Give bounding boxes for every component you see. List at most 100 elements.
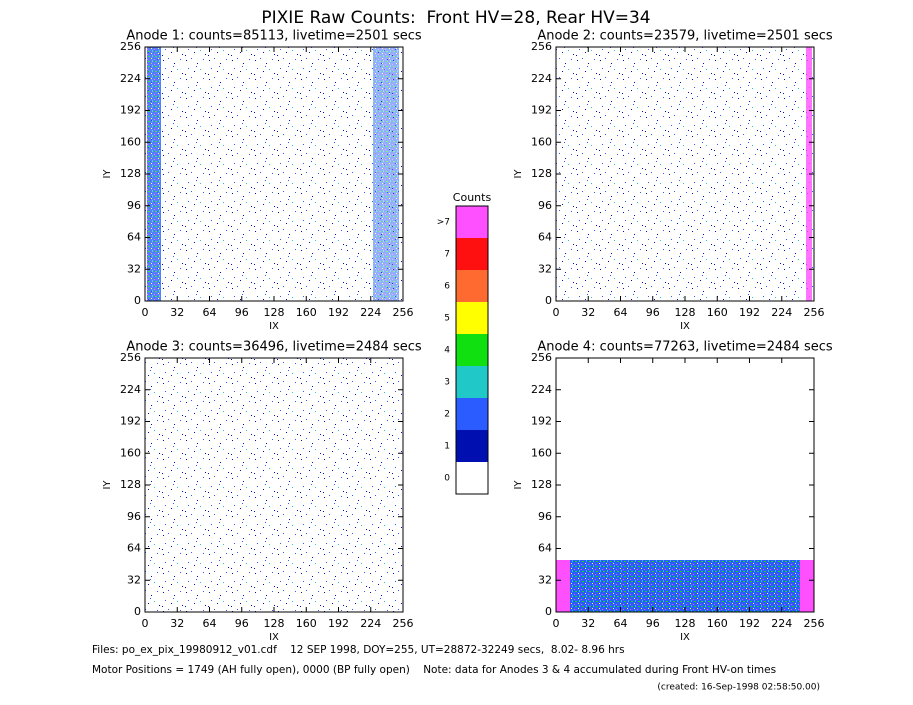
x-tick-label: 128 [264,306,285,319]
colorbar-swatch [456,462,488,494]
x-tick-label: 224 [360,306,381,319]
x-tick-label: 192 [739,306,760,319]
colorbar-swatch [456,398,488,430]
y-tick-label: 192 [120,415,141,428]
y-tick-label: 256 [531,40,552,53]
hot-edge [556,560,570,612]
x-tick-label: 0 [553,617,560,630]
y-tick-label: 96 [538,199,552,212]
y-tick-label: 64 [538,231,552,244]
y-tick-label: 224 [120,72,141,85]
x-tick-label: 96 [235,617,249,630]
y-tick-label: 32 [538,262,552,275]
y-tick-label: 32 [127,262,141,275]
colorbar-swatch [456,206,488,238]
x-tick-label: 32 [581,306,595,319]
x-tick-label: 256 [804,306,825,319]
y-tick-label: 160 [120,135,141,148]
x-tick-label: 224 [771,306,792,319]
y-tick-label: 0 [134,605,141,618]
hot-band [556,560,814,612]
colorbar-swatch [456,238,488,270]
plot-area [556,47,814,301]
y-tick-label: 224 [531,383,552,396]
x-axis-label: IX [269,321,279,332]
colorbar-label: 6 [444,282,450,292]
y-tick-label: 96 [538,510,552,523]
colorbar-label: 5 [444,314,450,324]
y-tick-label: 224 [531,72,552,85]
x-tick-label: 160 [296,617,317,630]
x-tick-label: 96 [235,306,249,319]
x-tick-label: 32 [170,306,184,319]
x-tick-label: 128 [264,617,285,630]
footer-files: Files: po_ex_pix_19980912_v01.cdf 12 SEP… [92,644,625,656]
y-tick-label: 224 [120,383,141,396]
colorbar: Counts 0 1 2 3 4 5 6 7 >7 [437,191,491,495]
y-tick-label: 128 [531,167,552,180]
y-axis-label: IY [513,480,524,490]
x-tick-label: 96 [646,617,660,630]
panel-title: Anode 3: counts=36496, livetime=2484 sec… [126,340,422,355]
footer-motor: Motor Positions = 1749 (AH fully open), … [92,664,776,676]
y-tick-label: 192 [531,415,552,428]
y-tick-label: 256 [531,351,552,364]
colorbar-frame [455,205,489,495]
x-tick-label: 192 [739,617,760,630]
y-tick-label: 192 [120,104,141,117]
y-tick-label: 256 [120,351,141,364]
x-tick-label: 160 [296,306,317,319]
y-tick-label: 96 [127,199,141,212]
colorbar-label: >7 [437,218,450,228]
plot-area [145,47,403,301]
y-tick-label: 160 [531,135,552,148]
y-tick-label: 96 [127,510,141,523]
x-tick-label: 96 [646,306,660,319]
x-tick-label: 64 [614,617,628,630]
x-tick-label: 160 [707,617,728,630]
x-tick-label: 0 [142,306,149,319]
footer-created: (created: 16-Sep-1998 02:58:50.00) [657,683,820,693]
y-tick-label: 128 [531,478,552,491]
y-tick-label: 0 [545,605,552,618]
colorbar-label: 7 [444,250,450,260]
y-axis-label: IY [102,169,113,179]
y-tick-label: 64 [127,231,141,244]
y-tick-label: 0 [134,294,141,307]
x-tick-label: 224 [771,617,792,630]
x-tick-label: 256 [804,617,825,630]
x-tick-label: 0 [553,306,560,319]
colorbar-label: 4 [444,346,450,356]
y-tick-label: 160 [531,446,552,459]
y-axis-label: IY [102,480,113,490]
panel-title: Anode 1: counts=85113, livetime=2501 sec… [126,29,422,44]
x-tick-label: 256 [393,617,414,630]
x-tick-label: 160 [707,306,728,319]
x-tick-label: 64 [614,306,628,319]
y-tick-label: 64 [538,542,552,555]
x-tick-label: 128 [675,306,696,319]
y-axis-label: IY [513,169,524,179]
x-tick-label: 192 [328,617,349,630]
panel-title: Anode 4: counts=77263, livetime=2484 sec… [537,340,833,355]
y-tick-label: 256 [120,40,141,53]
colorbar-swatch [456,430,488,462]
y-tick-label: 128 [120,167,141,180]
colorbar-swatch [456,302,488,334]
panel-title: Anode 2: counts=23579, livetime=2501 sec… [537,29,833,44]
colorbar-swatch [456,366,488,398]
colorbar-label: 3 [444,378,450,388]
page-title: PIXIE Raw Counts: Front HV=28, Rear HV=3… [261,8,650,28]
colorbar-label: 0 [444,474,450,484]
colorbar-label: 1 [444,442,450,452]
x-tick-label: 0 [142,617,149,630]
panel: Anode 3: counts=36496, livetime=2484 sec… [102,340,422,644]
hot-edge [373,47,399,301]
y-tick-label: 32 [127,573,141,586]
plot-area [145,358,403,612]
x-axis-label: IX [680,632,690,643]
hot-edge [147,47,161,301]
x-axis-label: IX [269,632,279,643]
hot-edge [800,560,814,612]
